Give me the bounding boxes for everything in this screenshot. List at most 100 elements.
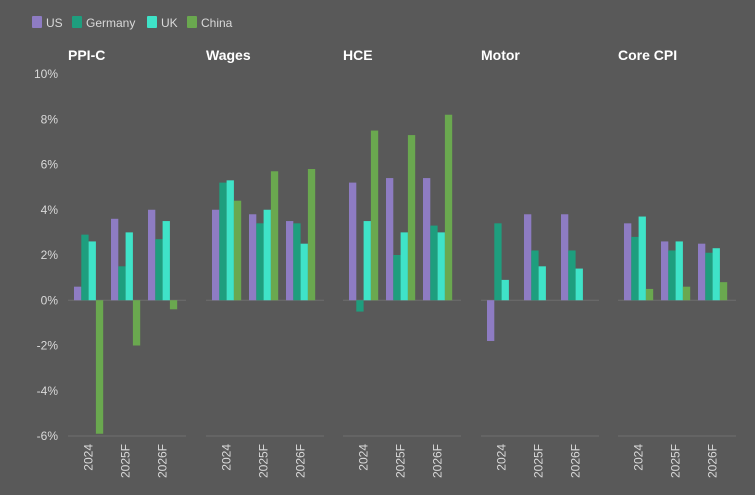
bar-germany-2024	[219, 182, 227, 301]
bar-uk-2026f	[162, 221, 170, 301]
category-label: 2025F	[394, 444, 408, 478]
legend-swatch-uk	[147, 16, 157, 28]
y-tick-label: -2%	[37, 339, 59, 353]
category-label: 2024	[495, 444, 509, 471]
panel-ppi-c: PPI-C 2024 2025F 2026F	[68, 47, 186, 478]
bar-china-2026f	[169, 300, 178, 310]
y-tick-label: 4%	[41, 203, 59, 217]
y-tick-label: 0%	[41, 293, 59, 307]
bar-us-2024	[624, 223, 632, 301]
category-label: 2025F	[669, 444, 683, 478]
y-tick-label: 8%	[41, 112, 59, 126]
bar-china-2024	[233, 200, 242, 301]
category-label: 2026F	[569, 444, 583, 478]
bar-germany-2024	[631, 236, 639, 301]
bar-china-2026f	[307, 169, 316, 301]
bar-us-2025f	[386, 178, 394, 301]
bar-germany-2026f	[568, 250, 576, 301]
bar-china-2025f	[132, 300, 141, 346]
bar-uk-2026f	[437, 232, 445, 301]
bar-china-2026f	[444, 114, 453, 301]
y-tick-label: -6%	[37, 429, 59, 443]
category-label: 2024	[357, 444, 371, 471]
category-label: 2026F	[431, 444, 445, 478]
y-axis: 10% 8% 6% 4% 2% 0% -2% -4% -6%	[34, 67, 58, 443]
bar-germany-2025f	[256, 223, 264, 301]
y-tick-label: 10%	[34, 67, 58, 81]
bar-us-2025f	[249, 214, 257, 301]
panel-title: Core CPI	[618, 47, 677, 63]
bar-uk-2024	[638, 216, 646, 301]
y-tick-label: -4%	[37, 384, 59, 398]
bar-uk-2025f	[263, 209, 271, 301]
bar-us-2024	[487, 300, 495, 341]
bar-uk-2024	[88, 241, 96, 301]
bar-uk-2024	[501, 279, 509, 301]
y-tick-label: 2%	[41, 248, 59, 262]
bar-china-2025f	[270, 171, 279, 301]
bar-uk-2024	[226, 180, 234, 301]
category-label: 2025F	[257, 444, 271, 478]
category-label: 2026F	[706, 444, 720, 478]
panel-motor: Motor 2024 2025F 2026F	[481, 47, 599, 478]
bar-us-2026f	[561, 214, 569, 301]
category-label: 2026F	[294, 444, 308, 478]
bar-germany-2026f	[705, 252, 713, 301]
bar-uk-2026f	[712, 248, 720, 301]
bar-china-2025f	[407, 135, 416, 301]
y-tick-label: 6%	[41, 158, 59, 172]
category-label: 2024	[82, 444, 96, 471]
legend-swatch-germany	[72, 16, 82, 28]
bar-uk-2026f	[300, 243, 308, 301]
bar-us-2026f	[148, 209, 156, 301]
bar-uk-2025f	[538, 266, 546, 301]
bar-germany-2026f	[155, 239, 163, 301]
bar-china-2025f	[682, 286, 691, 301]
category-label: 2025F	[119, 444, 133, 478]
bar-us-2025f	[661, 241, 669, 301]
legend-label-us: US	[46, 16, 63, 30]
bar-uk-2026f	[575, 268, 583, 301]
bar-us-2026f	[286, 221, 294, 301]
bar-uk-2024	[363, 221, 371, 301]
bar-uk-2025f	[400, 232, 408, 301]
bar-us-2024	[74, 286, 82, 301]
bar-us-2024	[349, 182, 357, 301]
legend-swatch-china	[187, 16, 197, 28]
bar-us-2025f	[111, 218, 119, 301]
legend: US Germany UK China	[32, 16, 233, 30]
bar-uk-2025f	[675, 241, 683, 301]
category-label: 2026F	[156, 444, 170, 478]
bar-us-2026f	[698, 243, 706, 301]
bar-us-2026f	[423, 178, 431, 301]
bar-germany-2024	[356, 300, 364, 312]
legend-label-germany: Germany	[86, 16, 135, 30]
panel-title: Wages	[206, 47, 251, 63]
bar-china-2024	[95, 300, 104, 434]
panel-title: HCE	[343, 47, 373, 63]
bar-germany-2024	[81, 234, 89, 301]
legend-label-uk: UK	[161, 16, 178, 30]
panel-title: Motor	[481, 47, 520, 63]
bar-uk-2025f	[125, 232, 133, 301]
panel-wages: Wages 2024 2025F 2026F	[206, 47, 324, 478]
bar-china-2026f	[719, 282, 728, 301]
bar-germany-2025f	[531, 250, 539, 301]
bar-germany-2025f	[118, 266, 126, 301]
bar-germany-2026f	[430, 225, 438, 301]
category-label: 2025F	[532, 444, 546, 478]
panel-hce: HCE 2024 2025F 2026F	[343, 47, 461, 478]
legend-swatch-us	[32, 16, 42, 28]
category-label: 2024	[632, 444, 646, 471]
bar-us-2025f	[524, 214, 532, 301]
bar-germany-2025f	[393, 255, 401, 301]
panel-title: PPI-C	[68, 47, 105, 63]
bar-germany-2025f	[668, 250, 676, 301]
bar-germany-2026f	[293, 223, 301, 301]
bar-us-2024	[212, 209, 220, 301]
category-label: 2024	[220, 444, 234, 471]
bar-china-2024	[645, 288, 654, 301]
bar-china-2024	[370, 130, 379, 301]
bar-germany-2024	[494, 223, 502, 301]
